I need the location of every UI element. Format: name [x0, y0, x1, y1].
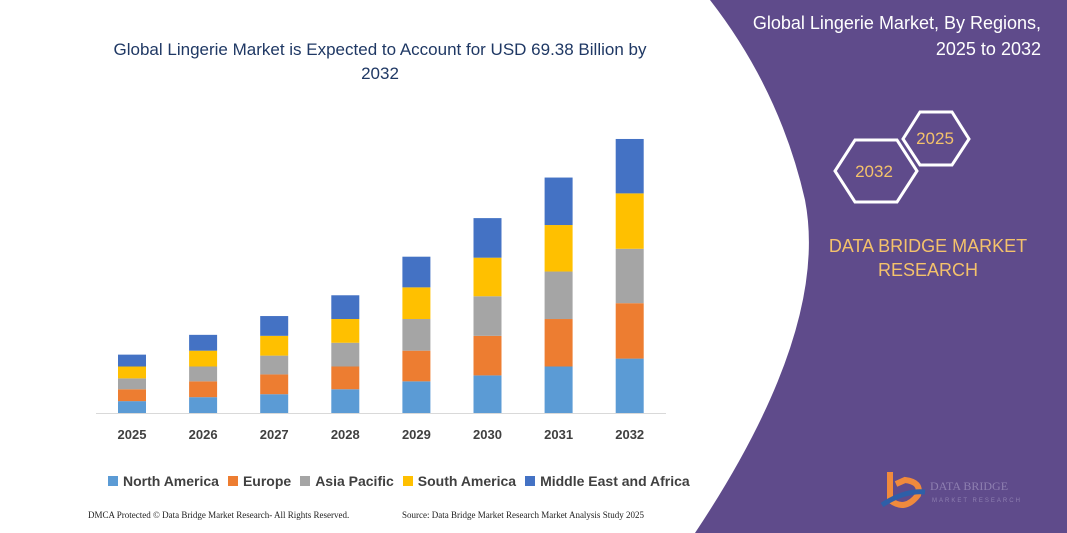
legend-swatch — [402, 476, 413, 486]
brand-name: DATA BRIDGE MARKET RESEARCH — [828, 236, 1028, 280]
x-tick-label: 2025 — [118, 427, 147, 442]
bar-segment-2028-north-america — [331, 389, 360, 413]
x-tick-label: 2032 — [615, 427, 644, 442]
bar-segment-2025-asia-pacific — [118, 378, 146, 390]
x-tick-label: 2027 — [260, 427, 289, 442]
bar-segment-2025-north-america — [118, 401, 146, 413]
bar-segment-2026-asia-pacific — [189, 366, 218, 382]
x-tick-label: 2029 — [402, 427, 431, 442]
bar-segment-2030-europe — [473, 335, 502, 376]
legend-item: Middle East and Africa — [525, 473, 690, 489]
hex-label-end: 2032 — [855, 162, 893, 181]
bar-segment-2029-asia-pacific — [402, 319, 431, 351]
bar-segment-2028-middle-east-and-africa — [331, 295, 360, 320]
legend-swatch — [108, 476, 118, 486]
legend-label: North America — [123, 473, 219, 489]
footer-source: Source: Data Bridge Market Research Mark… — [402, 510, 644, 520]
bar-segment-2026-south-america — [189, 350, 218, 367]
bar-segment-2027-south-america — [260, 335, 289, 356]
bar-segment-2028-europe — [331, 366, 360, 390]
bar-segment-2027-middle-east-and-africa — [260, 316, 289, 336]
legend-label: Europe — [242, 473, 292, 489]
bar-segment-2026-europe — [189, 381, 218, 398]
legend-item: Asia Pacific — [300, 473, 394, 489]
bar-segment-2030-middle-east-and-africa — [473, 218, 502, 258]
x-tick-label: 2026 — [189, 427, 218, 442]
bar-segment-2032-asia-pacific — [615, 248, 644, 304]
bar-segment-2027-asia-pacific — [260, 355, 289, 375]
x-tick-label: 2028 — [331, 427, 360, 442]
bar-segment-2032-north-america — [615, 358, 644, 413]
legend-label: Asia Pacific — [315, 473, 394, 489]
x-tick-label: 2030 — [473, 427, 502, 442]
legend: North America Europe Asia Pacific South Ame… — [108, 473, 690, 489]
bar-segment-2026-middle-east-and-africa — [189, 334, 218, 351]
stacked-bar-chart: 2025 2026 2027 2028 2029 2030 2031 2032 — [96, 138, 666, 442]
bar-segment-2025-europe — [118, 389, 146, 402]
bar-segment-2032-south-america — [615, 193, 644, 249]
hexagon-2025 — [901, 110, 971, 167]
bar-segment-2029-south-america — [402, 287, 431, 320]
bar-segment-2032-middle-east-and-africa — [615, 138, 644, 194]
footer-copyright: DMCA Protected © Data Bridge Market Rese… — [88, 510, 350, 520]
bar-segment-2031-middle-east-and-africa — [544, 177, 573, 226]
legend-label: Middle East and Africa — [540, 473, 690, 489]
hexagon-2032 — [833, 138, 919, 204]
bar-segment-2029-north-america — [402, 381, 431, 413]
bar-segment-2028-south-america — [331, 319, 360, 343]
bar-segment-2029-europe — [402, 350, 431, 382]
svg-text:DATA BRIDGE: DATA BRIDGE — [930, 479, 1008, 493]
bar-segment-2026-north-america — [189, 397, 218, 413]
legend-swatch — [227, 476, 238, 486]
bar-segment-2031-north-america — [544, 366, 573, 413]
x-tick-label: 2031 — [544, 427, 573, 442]
bar-segment-2030-asia-pacific — [473, 296, 502, 336]
data-bridge-logo: DATA BRIDGE MARKET RESEARCH — [880, 472, 1022, 508]
svg-text:MARKET RESEARCH: MARKET RESEARCH — [932, 498, 1022, 504]
legend-item: Europe — [227, 473, 292, 489]
bar-segment-2031-south-america — [544, 225, 573, 272]
bar-segment-2031-asia-pacific — [544, 271, 573, 320]
bar-segment-2027-europe — [260, 374, 289, 395]
legend-item: South America — [402, 473, 517, 489]
bar-segment-2025-middle-east-and-africa — [118, 354, 146, 367]
panel-title: Global Lingerie Market, By Regions, 2025… — [752, 13, 1041, 59]
bar-segment-2030-south-america — [473, 257, 502, 297]
bar-segment-2029-middle-east-and-africa — [402, 256, 431, 288]
bar-segment-2030-north-america — [473, 375, 502, 413]
bar-segment-2025-south-america — [118, 366, 146, 379]
bar-segment-2032-europe — [615, 303, 644, 359]
legend-item: North America — [108, 473, 219, 489]
legend-label: South America — [417, 473, 517, 489]
chart-title: Global Lingerie Market is Expected to Ac… — [113, 40, 647, 83]
bar-segment-2028-asia-pacific — [331, 342, 360, 367]
bar-segment-2031-europe — [544, 319, 573, 367]
legend-swatch — [525, 476, 536, 486]
hex-label-start: 2025 — [916, 129, 954, 148]
bar-segment-2027-north-america — [260, 394, 289, 413]
legend-swatch — [300, 476, 311, 486]
